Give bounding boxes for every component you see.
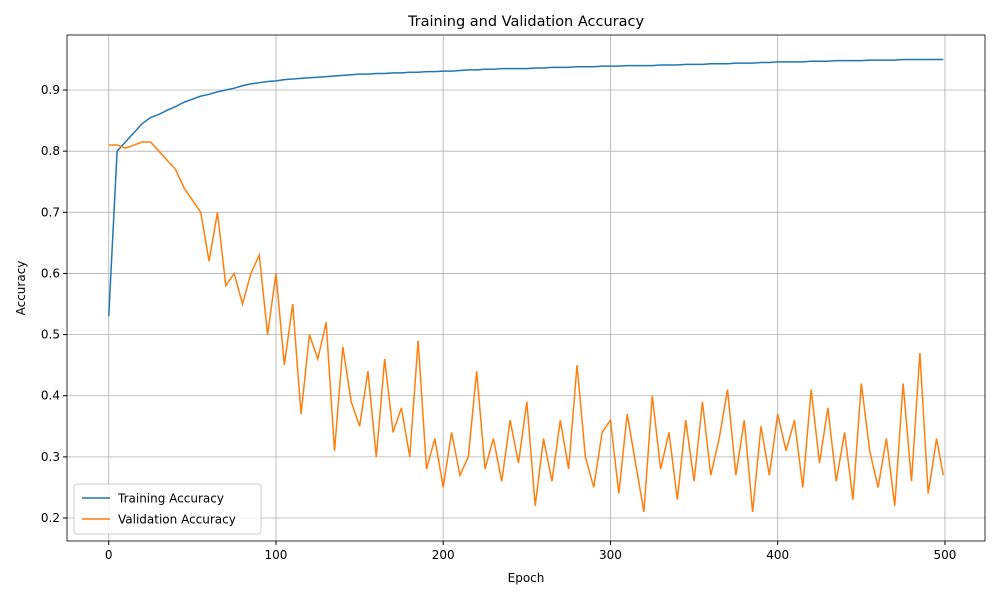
y-axis-label: Accuracy [14,261,28,316]
x-tick-label: 100 [265,548,288,562]
y-tick-label: 0.9 [41,83,60,97]
legend-box [73,483,262,535]
y-tick-label: 0.6 [41,266,60,280]
plot-frame [66,34,986,542]
x-tick-label: 300 [599,548,622,562]
y-tick-label: 0.8 [41,144,60,158]
y-tick-label: 0.2 [41,511,60,525]
x-tick-label: 0 [105,548,113,562]
x-axis-label: Epoch [508,571,545,585]
data-line [107,58,944,317]
legend: Training Accuracy Validation Accuracy [73,483,262,535]
x-tick-label: 200 [432,548,455,562]
legend-label: Validation Accuracy [118,513,236,527]
data-line [108,141,945,513]
y-tick-label: 0.5 [41,328,60,342]
chart-title: Training and Validation Accuracy [407,14,645,30]
y-tick-label: 0.3 [41,450,60,464]
x-tick-label: 500 [933,548,956,562]
y-tick-label: 0.4 [41,389,60,403]
legend-label: Training Accuracy [117,492,224,506]
y-tick-label: 0.7 [41,205,60,219]
x-tick-label: 400 [766,548,789,562]
